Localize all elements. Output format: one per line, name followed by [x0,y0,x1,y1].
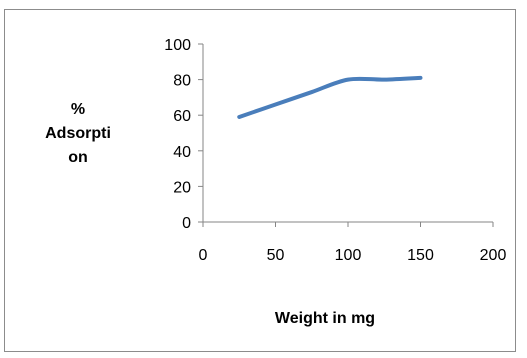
y-tick-label: 60 [173,108,191,125]
plot-area: 0 20 40 60 80 100 0 50 100 150 200 [164,37,506,264]
y-axis-label: % Adsorpti on [45,101,111,166]
y-tick-label: 40 [173,144,191,161]
axes [198,43,494,227]
series-lines [237,75,423,119]
x-tick-label: 100 [335,247,362,264]
y-tick-label: 100 [164,37,191,54]
chart-frame: % Adsorpti on Weight in mg 0 20 40 60 80 100 0… [4,9,516,352]
x-tick-label: 150 [407,247,434,264]
y-tick-label: 80 [173,73,191,90]
series-line-0 [237,75,423,119]
x-axis-label: Weight in mg [274,310,376,327]
tick-labels: 0 20 40 60 80 100 0 50 100 150 200 [164,37,506,264]
x-tick-label: 0 [199,247,208,264]
y-tick-label: 0 [182,215,191,232]
x-tick-label: 200 [480,247,507,264]
y-tick-label: 20 [173,179,191,196]
x-tick-label: 50 [267,247,285,264]
